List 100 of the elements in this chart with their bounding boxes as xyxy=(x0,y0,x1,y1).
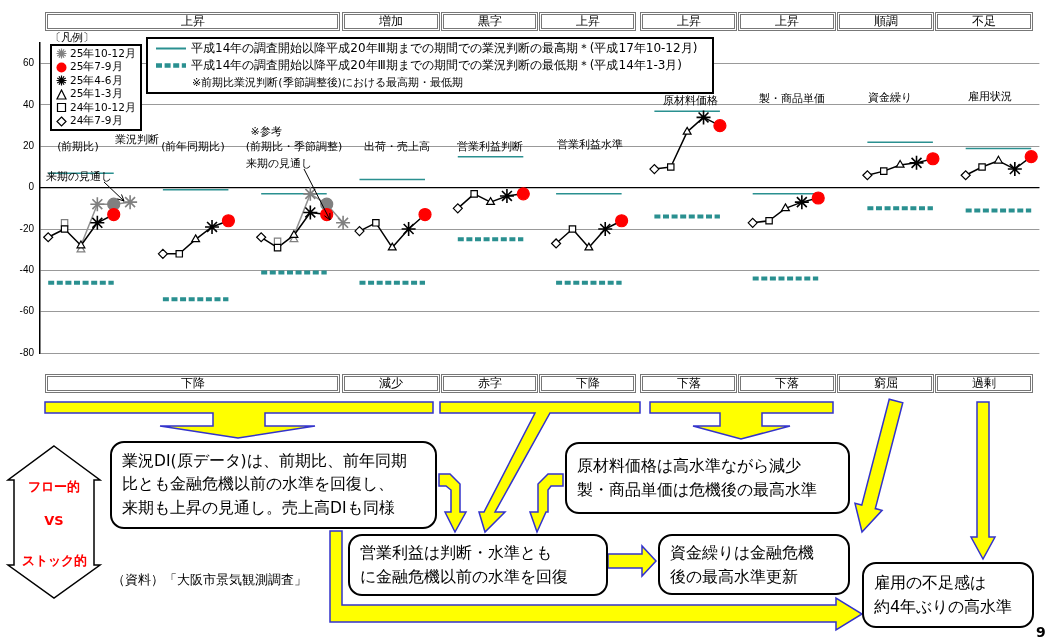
y-tick-label: -40 xyxy=(19,264,35,276)
annotation: 出荷・売上高 xyxy=(364,138,430,154)
y-tick-label: -60 xyxy=(19,305,35,317)
point xyxy=(568,225,577,233)
annotation: 資金繰り xyxy=(868,89,912,105)
point xyxy=(978,163,986,171)
legend-label: 25年4-6月 xyxy=(70,73,123,88)
y-tick-label: 20 xyxy=(22,140,35,152)
point xyxy=(89,215,106,231)
point xyxy=(418,207,432,222)
point xyxy=(794,194,810,210)
text: VS xyxy=(44,513,64,528)
annotation: 来期の見通し xyxy=(46,170,112,184)
legend-title: 〔凡例〕 xyxy=(50,30,94,45)
text: 営業利益は判断・水準ともに金融危機以前の水準を回復 xyxy=(360,542,569,588)
annotation: 原材料価格 xyxy=(662,92,718,108)
point xyxy=(584,242,594,251)
point xyxy=(993,155,1003,164)
point xyxy=(43,232,54,243)
annotation: (前期比・季節調整) xyxy=(245,138,343,154)
y-tick-label: -80 xyxy=(19,346,35,358)
text: 雇用の不足感は約4年ぶりの高水準 xyxy=(874,572,1014,618)
point xyxy=(76,240,86,249)
point xyxy=(649,163,660,175)
point xyxy=(713,119,727,133)
point xyxy=(60,225,69,233)
legend-label: 25年1-3月 xyxy=(70,87,123,102)
y-tick-label: 0 xyxy=(28,181,35,193)
point xyxy=(204,219,220,235)
point xyxy=(302,186,319,202)
annotation: 製・商品単価 xyxy=(759,90,825,106)
point xyxy=(289,230,299,239)
text: 上昇 xyxy=(640,12,737,31)
point xyxy=(695,109,712,126)
text: 黒字 xyxy=(441,12,538,31)
legend-label: 25年7-9月 xyxy=(70,60,123,75)
point xyxy=(256,232,267,243)
point xyxy=(89,196,106,212)
text: 資金繰りは金融危機後の最高水準更新 xyxy=(670,541,815,588)
annotation: 業況判断 xyxy=(115,131,159,147)
point xyxy=(811,191,825,205)
y-tick-label: -20 xyxy=(19,222,35,234)
point xyxy=(302,204,319,221)
annotation: (前期比) xyxy=(57,138,99,154)
point xyxy=(879,167,888,175)
point xyxy=(1007,161,1023,177)
point xyxy=(550,238,562,249)
point xyxy=(452,203,463,214)
text: 上昇 xyxy=(45,12,340,31)
point xyxy=(747,217,758,228)
text: 不足 xyxy=(935,12,1033,31)
legend-label: 24年10-12月 xyxy=(70,100,136,115)
point xyxy=(107,207,121,222)
point xyxy=(516,187,530,201)
point xyxy=(354,225,365,237)
point xyxy=(862,170,873,181)
annotation: ※前期比業況判断(季節調整後)における最高期・最低期 xyxy=(191,75,464,91)
text: 減少 xyxy=(342,374,440,393)
legend-label: 25年10-12月 xyxy=(70,46,136,61)
text: 過剰 xyxy=(935,374,1033,393)
point xyxy=(666,163,675,171)
text: 下降 xyxy=(45,374,340,393)
text: 上昇 xyxy=(539,12,636,31)
text: ストック的 xyxy=(21,552,87,570)
point xyxy=(191,234,201,243)
text: フロー的 xyxy=(28,478,80,496)
point xyxy=(400,221,417,237)
point xyxy=(615,214,629,228)
point xyxy=(175,250,184,258)
point xyxy=(780,203,790,212)
point xyxy=(372,219,380,227)
annotation: ※参考 xyxy=(250,123,282,139)
legend-label: 平成14年の調査開始以降平成20年Ⅲ期までの期間での業況判断の最高期＊(平成17年10-12月) xyxy=(191,40,698,57)
text: 原材料価格は高水準ながら減少製・商品単価は危機後の最高水準 xyxy=(577,455,818,501)
legend-label: 24年7-9月 xyxy=(70,114,123,129)
point xyxy=(926,152,940,166)
legend-label: 平成14年の調査開始以降平成20年Ⅲ期までの期間での業況判断の最低期＊(平成14年1-3月) xyxy=(191,57,683,74)
point xyxy=(960,170,971,181)
annotation: (前年同期比) xyxy=(161,138,225,154)
point xyxy=(1024,150,1038,164)
annotation: 雇用状況 xyxy=(968,88,1012,104)
text: 赤字 xyxy=(441,374,538,393)
point xyxy=(597,221,614,237)
y-tick-label: 60 xyxy=(22,57,35,69)
point xyxy=(122,194,138,210)
point xyxy=(335,215,351,231)
point xyxy=(470,190,478,198)
point xyxy=(765,216,773,225)
text: 9 xyxy=(1036,624,1046,640)
text: 順調 xyxy=(837,12,934,31)
point xyxy=(221,214,236,228)
text: 窮屈 xyxy=(837,374,934,393)
point xyxy=(895,159,905,168)
text: 下落 xyxy=(640,374,737,393)
text: 業況DI(原データ)は、前期比、前年同期比とも金融危機以前の水準を回復し、来期も上昇の見通し。売上高DIも同様 xyxy=(122,451,408,519)
text: 上昇 xyxy=(738,12,836,31)
annotation: 来期の見通し xyxy=(246,157,312,171)
point xyxy=(486,197,496,205)
point xyxy=(157,248,168,259)
text: 下降 xyxy=(539,374,636,393)
